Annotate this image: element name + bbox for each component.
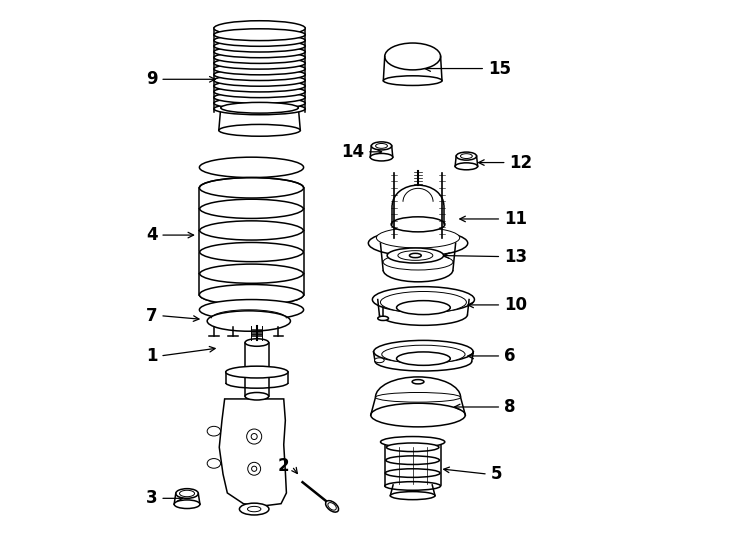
Ellipse shape xyxy=(383,76,442,85)
Ellipse shape xyxy=(214,80,305,92)
Ellipse shape xyxy=(380,292,466,313)
Circle shape xyxy=(248,462,261,475)
Ellipse shape xyxy=(226,366,288,378)
Ellipse shape xyxy=(372,287,474,313)
Ellipse shape xyxy=(214,63,305,75)
Text: 15: 15 xyxy=(488,59,511,78)
Ellipse shape xyxy=(390,491,435,500)
Ellipse shape xyxy=(247,507,261,512)
Ellipse shape xyxy=(396,352,450,366)
Ellipse shape xyxy=(374,340,473,363)
Ellipse shape xyxy=(221,103,298,113)
Ellipse shape xyxy=(377,227,459,248)
Ellipse shape xyxy=(214,86,305,98)
Ellipse shape xyxy=(214,29,305,40)
Ellipse shape xyxy=(207,311,291,331)
Ellipse shape xyxy=(385,469,440,477)
Ellipse shape xyxy=(180,490,195,497)
Ellipse shape xyxy=(200,285,304,305)
Ellipse shape xyxy=(214,46,305,58)
Ellipse shape xyxy=(214,57,305,69)
Ellipse shape xyxy=(371,403,465,427)
Text: 11: 11 xyxy=(504,210,527,228)
Ellipse shape xyxy=(245,339,269,346)
Text: 7: 7 xyxy=(146,307,158,325)
Ellipse shape xyxy=(214,103,305,114)
Text: 3: 3 xyxy=(146,489,158,507)
Text: 2: 2 xyxy=(277,457,289,475)
Ellipse shape xyxy=(239,503,269,515)
Ellipse shape xyxy=(214,97,305,109)
Text: 12: 12 xyxy=(509,153,532,172)
Ellipse shape xyxy=(214,40,305,52)
Ellipse shape xyxy=(200,300,304,320)
Ellipse shape xyxy=(380,436,445,447)
Text: 6: 6 xyxy=(504,347,515,365)
Polygon shape xyxy=(219,399,286,507)
Ellipse shape xyxy=(378,316,388,321)
Ellipse shape xyxy=(387,248,443,263)
Ellipse shape xyxy=(207,427,221,436)
Ellipse shape xyxy=(214,52,305,63)
Text: 5: 5 xyxy=(490,465,502,483)
Ellipse shape xyxy=(370,153,393,161)
Ellipse shape xyxy=(386,443,439,451)
Ellipse shape xyxy=(385,43,440,70)
Ellipse shape xyxy=(214,75,305,86)
Text: 13: 13 xyxy=(504,247,527,266)
Ellipse shape xyxy=(245,393,269,400)
Ellipse shape xyxy=(410,253,421,258)
Ellipse shape xyxy=(207,458,221,468)
Ellipse shape xyxy=(326,501,338,512)
Ellipse shape xyxy=(382,345,465,363)
Ellipse shape xyxy=(396,301,450,315)
Text: 8: 8 xyxy=(504,398,515,416)
Ellipse shape xyxy=(412,380,424,384)
Ellipse shape xyxy=(200,157,304,178)
Ellipse shape xyxy=(371,142,392,150)
Ellipse shape xyxy=(200,178,304,198)
Text: 9: 9 xyxy=(146,70,158,88)
Ellipse shape xyxy=(391,217,445,232)
Ellipse shape xyxy=(460,154,472,159)
Ellipse shape xyxy=(456,152,476,160)
Ellipse shape xyxy=(328,503,336,510)
Text: 1: 1 xyxy=(146,347,158,365)
Text: 4: 4 xyxy=(146,226,158,244)
Circle shape xyxy=(247,429,262,444)
Ellipse shape xyxy=(398,251,433,260)
Ellipse shape xyxy=(214,21,305,36)
Ellipse shape xyxy=(374,358,384,363)
Text: 10: 10 xyxy=(504,296,527,314)
Ellipse shape xyxy=(214,91,305,103)
Ellipse shape xyxy=(214,35,305,46)
Circle shape xyxy=(252,466,257,471)
Ellipse shape xyxy=(219,124,300,136)
Ellipse shape xyxy=(368,230,468,256)
Text: 14: 14 xyxy=(341,143,364,161)
Ellipse shape xyxy=(455,163,478,170)
Ellipse shape xyxy=(386,456,440,464)
Ellipse shape xyxy=(383,254,453,270)
Ellipse shape xyxy=(376,393,460,402)
Ellipse shape xyxy=(175,489,198,498)
Ellipse shape xyxy=(174,500,200,509)
Ellipse shape xyxy=(376,144,388,149)
Ellipse shape xyxy=(214,69,305,80)
Circle shape xyxy=(251,434,257,440)
Ellipse shape xyxy=(385,482,440,490)
